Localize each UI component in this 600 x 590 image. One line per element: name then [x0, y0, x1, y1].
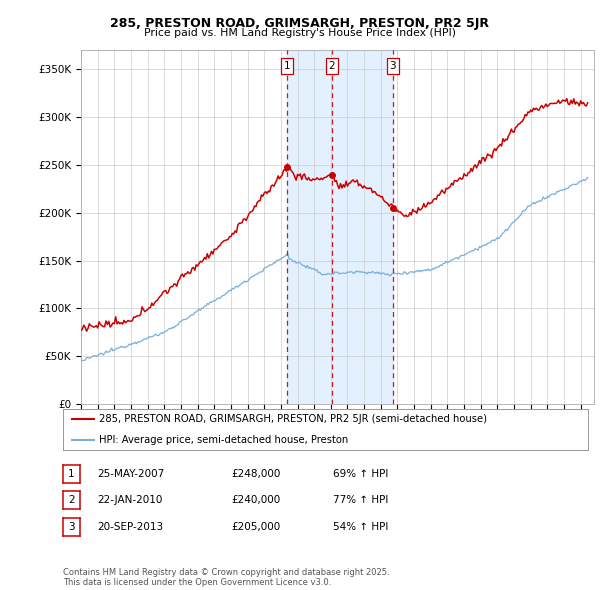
Text: 77% ↑ HPI: 77% ↑ HPI	[333, 496, 388, 505]
Point	[327, 170, 337, 179]
Text: 1: 1	[68, 469, 75, 478]
Text: 2: 2	[68, 496, 75, 505]
Bar	[287, 50, 393, 404]
Text: £205,000: £205,000	[231, 522, 280, 532]
Text: 285, PRESTON ROAD, GRIMSARGH, PRESTON, PR2 5JR: 285, PRESTON ROAD, GRIMSARGH, PRESTON, P…	[110, 17, 490, 30]
Text: 69% ↑ HPI: 69% ↑ HPI	[333, 469, 388, 478]
Text: HPI: Average price, semi-detached house, Preston: HPI: Average price, semi-detached house,…	[98, 435, 348, 445]
Text: 2: 2	[329, 61, 335, 71]
Text: 25-MAY-2007: 25-MAY-2007	[97, 469, 164, 478]
Text: 3: 3	[389, 61, 396, 71]
Text: Price paid vs. HM Land Registry's House Price Index (HPI): Price paid vs. HM Land Registry's House …	[144, 28, 456, 38]
Text: Contains HM Land Registry data © Crown copyright and database right 2025.
This d: Contains HM Land Registry data © Crown c…	[63, 568, 389, 587]
Point	[388, 204, 398, 213]
Text: 20-SEP-2013: 20-SEP-2013	[97, 522, 163, 532]
Text: £248,000: £248,000	[231, 469, 280, 478]
Text: 54% ↑ HPI: 54% ↑ HPI	[333, 522, 388, 532]
Text: 3: 3	[68, 522, 75, 532]
Text: 1: 1	[284, 61, 290, 71]
Text: £240,000: £240,000	[231, 496, 280, 505]
Text: 285, PRESTON ROAD, GRIMSARGH, PRESTON, PR2 5JR (semi-detached house): 285, PRESTON ROAD, GRIMSARGH, PRESTON, P…	[98, 414, 487, 424]
Point	[283, 162, 292, 172]
Text: 22-JAN-2010: 22-JAN-2010	[97, 496, 163, 505]
